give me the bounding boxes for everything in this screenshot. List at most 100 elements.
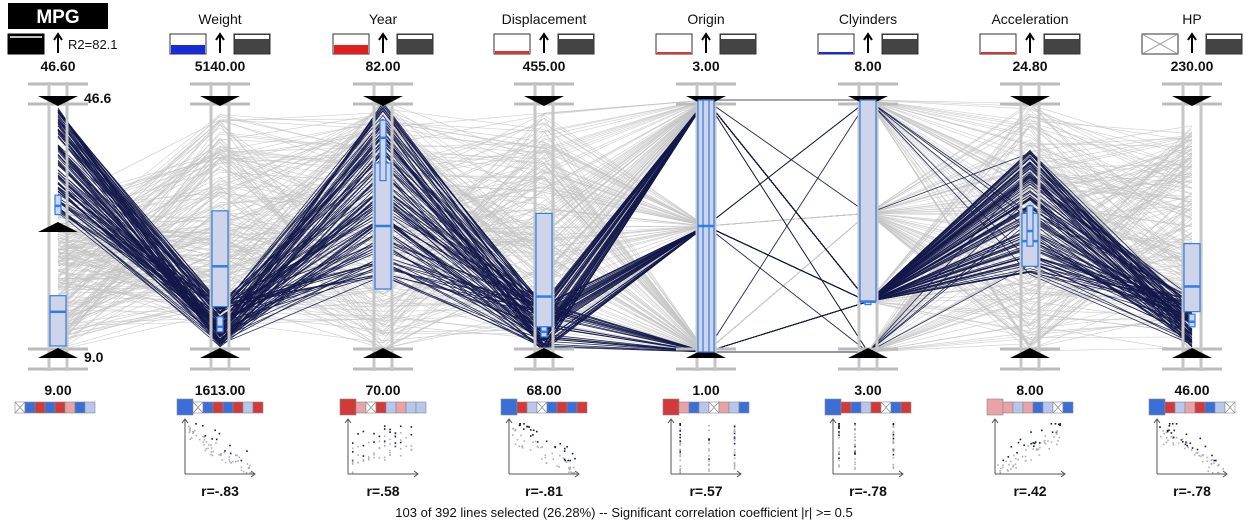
correlation-cell[interactable] [1042,401,1054,414]
correlation-cell[interactable] [688,401,700,414]
correlation-cell[interactable] [516,401,528,414]
range-handle-bottom[interactable] [524,348,564,358]
range-handle-bottom[interactable] [200,348,240,358]
correlation-cell[interactable] [252,401,264,414]
correlation-cell[interactable] [718,401,730,414]
correlation-cell[interactable] [566,401,578,414]
correlation-cell[interactable] [728,401,740,414]
correlation-cell[interactable] [212,401,224,414]
range-handle-bottom[interactable] [1172,348,1212,358]
correlation-cell[interactable] [1214,401,1226,414]
correlation-cell[interactable] [824,398,842,416]
correlation-cell[interactable] [1164,401,1176,414]
mini-scatterplot[interactable] [344,418,419,478]
color-swatch[interactable] [655,33,693,55]
correlation-cell[interactable] [1174,401,1186,414]
correlation-strip[interactable] [662,398,750,416]
range-handle-bottom[interactable] [1010,348,1050,358]
correlation-cell[interactable] [870,401,882,414]
range-handle-bottom[interactable] [848,348,888,358]
range-handle-top[interactable] [1172,96,1212,106]
range-handle-bottom[interactable] [686,348,726,358]
correlation-cell[interactable] [385,401,397,414]
arrow-up-icon[interactable] [53,32,63,53]
correlation-cell[interactable] [222,401,234,414]
axis-5[interactable]: Clyinders 8.00 3.00 r=-.78 [817,11,919,499]
correlation-cell[interactable] [576,401,588,414]
correlation-cell[interactable] [546,401,558,414]
axis-title[interactable]: Acceleration [991,11,1068,27]
correlation-cell[interactable] [900,401,912,414]
correlation-cell[interactable] [415,401,427,414]
correlation-strip[interactable] [824,398,912,416]
mini-scatterplot[interactable] [991,418,1066,478]
arrow-up-icon[interactable] [1187,32,1197,53]
mini-scatterplot[interactable] [829,418,904,478]
axis-1[interactable]: Weight 5140.00 1613.00 r=-.83 [169,11,271,499]
correlation-cell[interactable] [405,401,417,414]
correlation-cell[interactable] [232,401,244,414]
range-handle-top[interactable] [363,96,403,106]
axis-3[interactable]: Displacement 455.00 68.00 r=-.81 [493,11,595,499]
correlation-cell[interactable] [24,401,36,414]
axis-title[interactable]: MPG [36,7,79,28]
axis-title[interactable]: HP [1182,11,1201,27]
correlation-cell[interactable] [375,401,387,414]
range-handle-top[interactable] [200,96,240,106]
correlation-cell[interactable] [64,401,76,414]
arrow-up-icon[interactable] [1025,32,1035,53]
correlation-strip[interactable] [14,401,96,414]
axis-title[interactable]: Weight [198,11,241,27]
range-handle-bottom[interactable] [363,348,403,358]
axis-title[interactable]: Clyinders [839,11,897,27]
axis-0[interactable]: MPG R2=82.1 46.60 46.6 9.0 9.00 [7,3,118,414]
correlation-cell[interactable] [44,401,56,414]
correlation-cell[interactable] [242,401,254,414]
correlation-strip[interactable] [1148,398,1236,416]
axis-6[interactable]: Acceleration 24.80 8.00 r=.42 [979,11,1081,499]
range-handle-top[interactable] [524,96,564,106]
correlation-cell[interactable] [1062,401,1074,414]
mini-scatterplot[interactable] [667,418,742,478]
correlation-cell[interactable] [986,398,1004,416]
color-swatch[interactable] [7,33,45,55]
correlation-cell[interactable] [500,398,518,416]
arrow-up-icon[interactable] [701,32,711,53]
correlation-strip[interactable] [176,398,264,416]
correlation-cell[interactable] [1194,401,1206,414]
filter-handle[interactable] [38,222,78,232]
correlation-cell[interactable] [355,401,367,414]
correlation-cell[interactable] [1032,401,1044,414]
correlation-cell[interactable] [860,401,872,414]
correlation-cell[interactable] [890,401,902,414]
correlation-cell[interactable] [678,401,690,414]
correlation-cell[interactable] [1002,401,1014,414]
correlation-cell[interactable] [840,401,852,414]
arrow-up-icon[interactable] [863,32,873,53]
correlation-cell[interactable] [662,398,680,416]
axis-title[interactable]: Year [369,11,398,27]
correlation-cell[interactable] [1148,398,1166,416]
range-handle-top[interactable] [1010,96,1050,106]
range-handle-top[interactable] [38,96,78,106]
correlation-strip[interactable] [500,398,588,416]
correlation-cell[interactable] [339,398,357,416]
axis-title[interactable]: Origin [687,11,724,27]
correlation-strip[interactable] [986,398,1074,416]
mini-scatterplot[interactable] [505,418,580,478]
correlation-cell[interactable] [1012,401,1024,414]
mini-scatterplot[interactable] [1153,418,1228,478]
correlation-cell[interactable] [202,401,214,414]
correlation-cell[interactable] [395,401,407,414]
mini-scatterplot[interactable] [181,418,256,478]
correlation-cell[interactable] [1184,401,1196,414]
range-handle-bottom[interactable] [38,348,78,358]
arrow-up-icon[interactable] [539,32,549,53]
correlation-cell[interactable] [84,401,96,414]
color-swatch[interactable] [979,33,1017,55]
correlation-cell[interactable] [54,401,66,414]
axis-2[interactable]: Year 82.00 70.00 r=.58 [332,11,434,499]
correlation-cell[interactable] [176,398,194,416]
axis-title[interactable]: Displacement [502,11,587,27]
color-swatch[interactable] [817,33,855,55]
